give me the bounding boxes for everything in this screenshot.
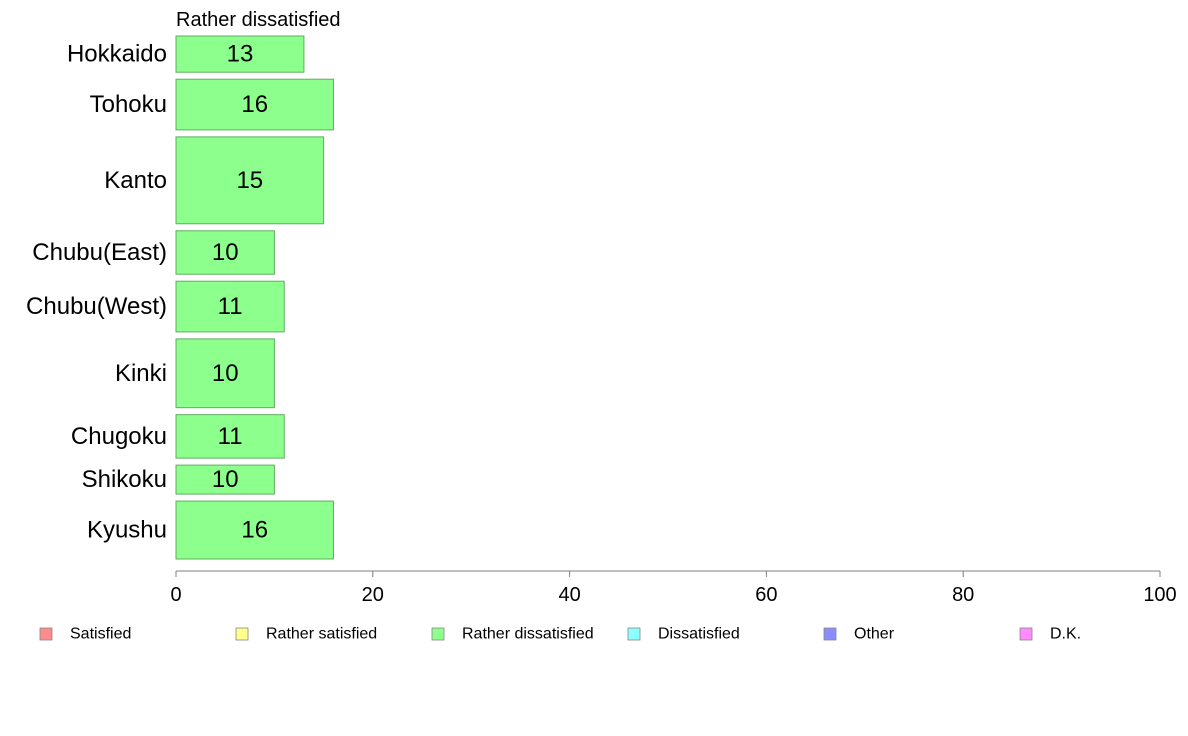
data-label: 11 — [218, 293, 243, 320]
bar — [175, 280, 285, 333]
legend-swatch — [1019, 627, 1033, 641]
bar — [175, 136, 325, 225]
data-label: 15 — [236, 167, 263, 194]
bar-group: Kyushu 16 — [87, 500, 334, 560]
x-tick-label: 100 — [1143, 584, 1176, 606]
bar-group: Kanto 15 — [104, 136, 325, 225]
data-label: 16 — [241, 91, 268, 118]
legend-label: Rather dissatisfied — [462, 626, 594, 643]
bar-group: Shikoku 10 — [82, 464, 275, 495]
legend-item: Satisfied — [39, 626, 131, 643]
x-tick-label: 80 — [952, 584, 974, 606]
data-label: 10 — [212, 239, 239, 266]
x-axis: 0 20 40 60 80 100 — [170, 570, 1177, 606]
legend-label: Other — [854, 626, 895, 643]
bar-group: Tohoku 16 — [90, 78, 334, 131]
bar-group: Kinki 10 — [115, 338, 275, 409]
bar-group: Chubu(East) 10 — [32, 230, 275, 275]
legend-item: D.K. — [1019, 626, 1081, 643]
category-label: Kinki — [115, 360, 167, 387]
bar — [175, 500, 334, 560]
category-label: Shikoku — [82, 466, 167, 493]
x-tick-label: 40 — [558, 584, 580, 606]
category-label: Tohoku — [90, 91, 167, 118]
data-label: 10 — [212, 466, 239, 493]
bar — [175, 338, 275, 409]
legend-item: Rather dissatisfied — [431, 626, 594, 643]
legend-swatch — [431, 627, 445, 641]
legend: Satisfied Rather satisfied Rather dissatis… — [39, 626, 1081, 643]
x-tick-label: 20 — [362, 584, 384, 606]
bar — [175, 35, 305, 73]
legend-swatch — [39, 627, 53, 641]
bar — [175, 464, 275, 495]
category-label: Chubu(West) — [26, 293, 167, 320]
data-label: 16 — [241, 517, 268, 544]
legend-swatch — [627, 627, 641, 641]
legend-item: Dissatisfied — [627, 626, 740, 643]
legend-label: Rather satisfied — [266, 626, 377, 643]
legend-label: D.K. — [1050, 626, 1081, 643]
legend-swatch — [823, 627, 837, 641]
bar-group: Chubu(West) 11 — [26, 280, 285, 333]
bar — [175, 78, 334, 131]
category-label: Chugoku — [71, 423, 167, 450]
data-label: 13 — [227, 41, 254, 68]
data-label: 11 — [218, 423, 243, 450]
bar — [175, 414, 285, 459]
legend-swatch — [235, 627, 249, 641]
legend-item: Rather satisfied — [235, 626, 377, 643]
bar-group: Hokkaido 13 — [67, 35, 305, 73]
x-tick-label: 60 — [755, 584, 777, 606]
category-label: Hokkaido — [67, 41, 167, 68]
category-label: Chubu(East) — [32, 239, 167, 266]
legend-label: Satisfied — [70, 626, 131, 643]
data-label: 10 — [212, 360, 239, 387]
category-label: Kyushu — [87, 517, 167, 544]
chart-title: Rather dissatisfied — [176, 9, 341, 31]
bar-group: Chugoku 11 — [71, 414, 285, 459]
bar — [175, 230, 275, 275]
category-label: Kanto — [104, 167, 167, 194]
legend-item: Other — [823, 626, 895, 643]
x-tick-label: 0 — [170, 584, 181, 606]
legend-label: Dissatisfied — [658, 626, 740, 643]
